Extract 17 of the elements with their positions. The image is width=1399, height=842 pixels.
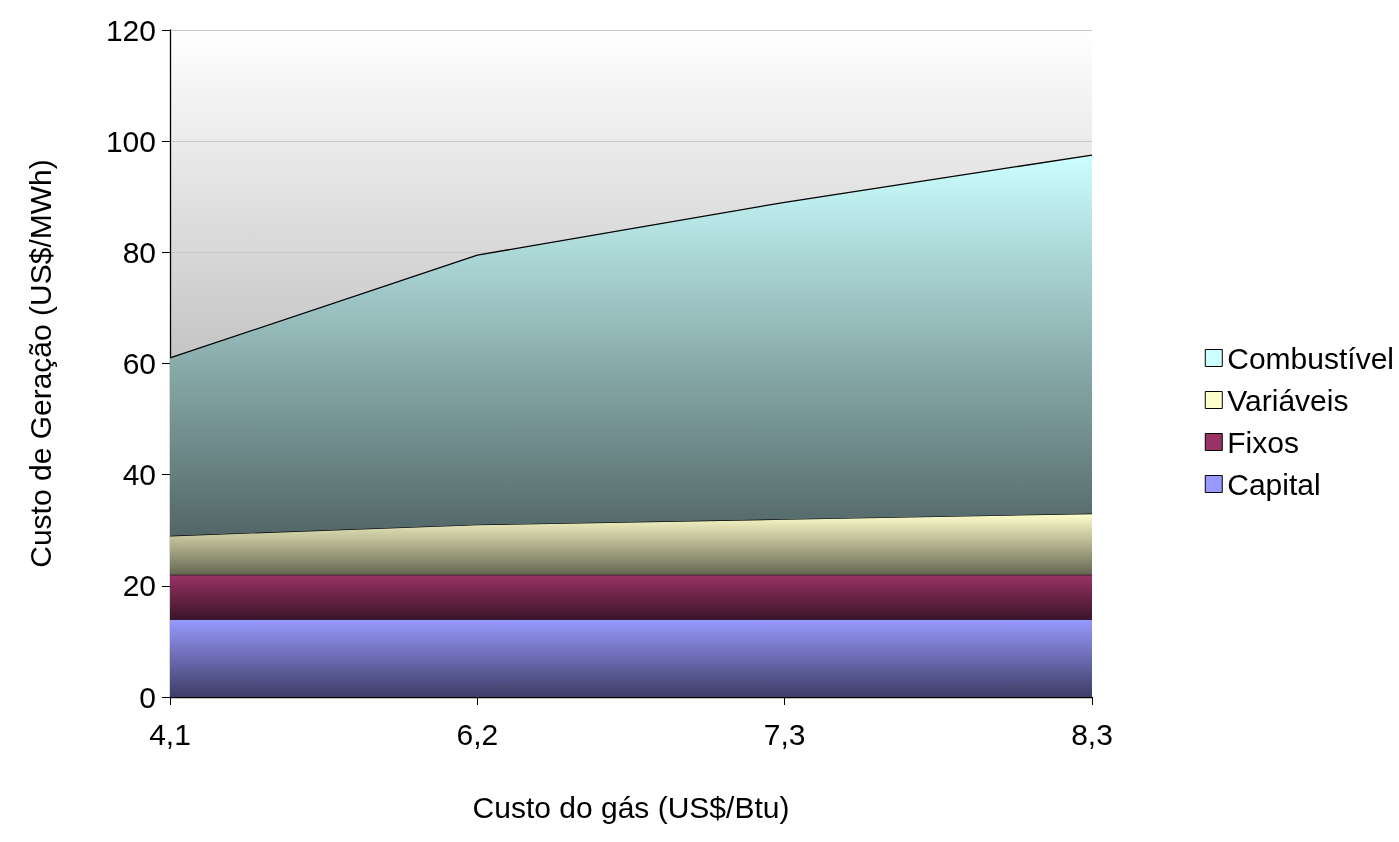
y-tick-label: 0 xyxy=(139,680,156,714)
y-tick-label: 20 xyxy=(122,569,156,603)
y-tick-label: 100 xyxy=(105,124,156,158)
y-tick-label: 80 xyxy=(122,235,156,269)
legend-label: Variáveis xyxy=(1227,383,1349,417)
legend-label: Fixos xyxy=(1227,425,1299,459)
legend-label: Capital xyxy=(1227,467,1321,501)
y-axis-title: Custo de Geração (US$/MWh) xyxy=(23,159,57,568)
y-tick-label: 60 xyxy=(122,347,156,380)
x-tick-label: 6,2 xyxy=(456,717,499,751)
x-tick-label: 4,1 xyxy=(149,717,191,751)
x-tick-label: 7,3 xyxy=(763,717,806,751)
legend-label: Combustível xyxy=(1227,341,1395,375)
x-tick-label: 8,3 xyxy=(1071,717,1113,751)
y-tick-label: 120 xyxy=(105,13,156,47)
y-tick-label: 40 xyxy=(122,458,156,492)
x-axis-title: Custo do gás (US$/Btu) xyxy=(472,790,790,824)
